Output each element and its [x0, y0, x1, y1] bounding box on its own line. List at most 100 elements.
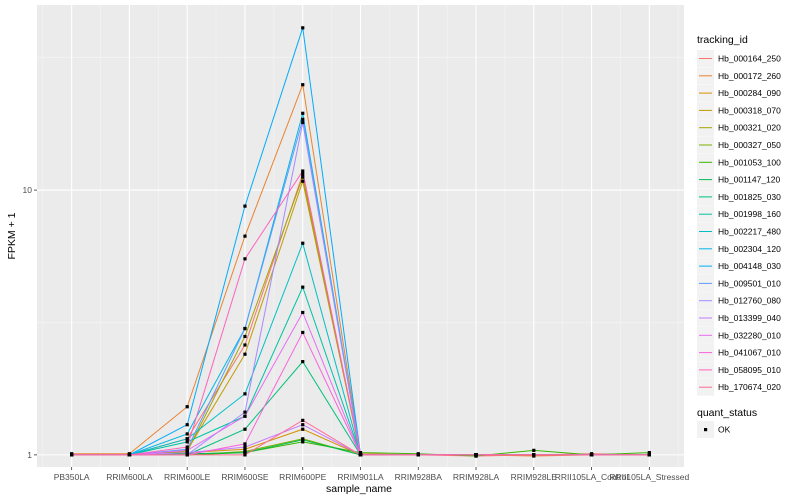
data-point — [185, 451, 189, 455]
legend-label: Hb_032280_010 — [718, 330, 781, 340]
legend-label: Hb_009501_010 — [718, 278, 781, 288]
data-point — [474, 453, 478, 457]
data-point — [185, 423, 189, 427]
data-point — [185, 453, 189, 457]
data-point — [243, 414, 247, 418]
data-point — [301, 310, 305, 315]
legend-label: Hb_004148_030 — [718, 261, 781, 271]
data-point — [532, 448, 536, 452]
data-point — [358, 451, 363, 455]
data-point — [301, 427, 305, 431]
data-point — [301, 179, 305, 183]
legend-label: Hb_013399_040 — [718, 313, 781, 323]
data-point — [301, 175, 305, 179]
data-point — [532, 453, 536, 457]
grid-minor — [37, 5, 684, 467]
x-tick-label: RRIM600LE — [164, 472, 211, 482]
data-point — [243, 453, 247, 457]
data-point — [243, 427, 247, 431]
legend-label: Hb_000318_070 — [718, 105, 781, 115]
data-point — [301, 120, 305, 125]
data-point — [185, 437, 189, 441]
data-point — [127, 453, 132, 457]
data-point — [301, 172, 305, 176]
data-point — [243, 447, 247, 451]
shape-legend-label: OK — [718, 425, 731, 435]
data-point — [301, 438, 305, 442]
data-point — [243, 352, 247, 356]
data-point — [243, 343, 247, 347]
legend-label: Hb_041067_010 — [718, 348, 781, 358]
x-tick-label: RRIM928LA — [453, 472, 500, 482]
grid-major — [37, 5, 684, 467]
data-point — [185, 440, 189, 444]
data-point — [243, 442, 247, 446]
x-axis: PB350LA RRIM600LA RRIM600LE RRIM600SE RRIM60… — [54, 467, 690, 482]
data-point — [301, 26, 305, 30]
data-point — [301, 440, 305, 444]
data-point — [243, 392, 247, 396]
legend-label: Hb_002304_120 — [718, 244, 781, 254]
data-point — [301, 330, 305, 335]
legend-label: Hb_058095_010 — [718, 365, 781, 375]
data-point — [243, 445, 247, 449]
legend-label: Hb_002217_480 — [718, 227, 781, 237]
legend-label: Hb_001825_030 — [718, 192, 781, 202]
data-point — [243, 451, 247, 455]
legend-label: Hb_012760_080 — [718, 296, 781, 306]
data-point — [185, 445, 189, 449]
x-tick-label: RRII105LA_Stressed — [609, 472, 689, 482]
x-tick-label: RRII105LA_Control — [555, 472, 629, 482]
data-point — [301, 360, 305, 364]
x-tick-label: RRIM600SE — [221, 472, 269, 482]
x-axis-title: sample_name — [326, 483, 392, 495]
legend-label: Hb_000327_050 — [718, 140, 781, 150]
legend-title-tracking-id: tracking_id — [697, 34, 748, 46]
data-point — [301, 111, 305, 115]
data-point — [301, 117, 305, 121]
data-point — [243, 234, 247, 238]
x-tick-label: RRIM600PE — [279, 472, 327, 482]
data-point — [185, 448, 189, 452]
x-tick-label: PB350LA — [54, 472, 90, 482]
y-tick-label: 10 — [23, 185, 33, 195]
data-point — [647, 451, 651, 455]
data-point — [243, 334, 247, 339]
legend-label: Hb_000172_260 — [718, 71, 781, 81]
data-point — [301, 83, 305, 87]
data-point — [589, 453, 594, 457]
x-tick-label: RRIM901LA — [337, 472, 384, 482]
data-point — [243, 410, 247, 414]
points-layer — [70, 26, 651, 458]
y-axis: 1 10 — [23, 185, 37, 460]
data-point — [185, 405, 189, 409]
x-tick-label: RRIM928BA — [395, 472, 443, 482]
legend-label: Hb_001147_120 — [718, 175, 781, 185]
legend-label: Hb_000284_090 — [718, 88, 781, 98]
shape-legend-key-marker — [704, 428, 708, 432]
legend: tracking_id Hb_000164_250Hb_000172_260Hb… — [697, 34, 781, 438]
data-point — [185, 432, 189, 436]
data-point — [301, 285, 305, 289]
y-axis-title: FPKM + 1 — [6, 212, 18, 259]
data-point — [301, 241, 305, 245]
data-point — [70, 453, 74, 457]
legend-label: Hb_170674_020 — [718, 382, 781, 392]
data-point — [647, 453, 651, 457]
data-point — [301, 169, 305, 173]
legend-label: Hb_001053_100 — [718, 157, 781, 167]
legend-items: Hb_000164_250 Hb_000172_260 Hb_000284_090 H… — [697, 50, 781, 396]
data-point — [416, 453, 420, 457]
x-tick-label: RRIM928LE — [511, 472, 558, 482]
data-point — [243, 257, 247, 261]
legend-label: Hb_000321_020 — [718, 123, 781, 133]
legend-title-quant-status: quant_status — [697, 407, 757, 419]
legend-label: Hb_001998_160 — [718, 209, 781, 219]
data-point — [301, 423, 305, 427]
data-point — [243, 326, 247, 331]
x-tick-label: RRIM600LA — [106, 472, 153, 482]
data-point — [358, 453, 363, 457]
y-tick-label: 1 — [27, 450, 32, 460]
shape-legend-items: OK — [697, 421, 731, 438]
